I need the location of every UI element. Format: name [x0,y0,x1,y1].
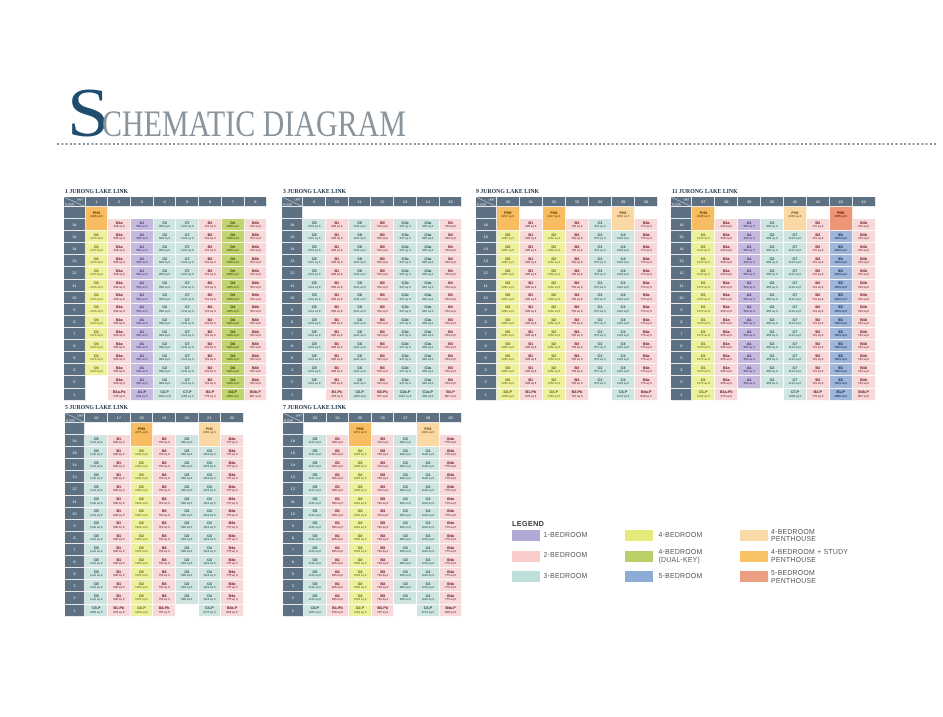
svg-text:UNIT: UNIT [295,197,301,201]
svg-text:FLOOR: FLOOR [284,418,293,422]
svg-text:FLOOR: FLOOR [672,202,681,206]
svg-text:FLOOR: FLOOR [65,202,74,206]
svg-text:UNIT: UNIT [77,414,83,417]
svg-text:UNIT: UNIT [295,413,302,417]
svg-text:FLOOR: FLOOR [65,419,74,422]
svg-text:FLOOR: FLOOR [477,202,486,206]
svg-text:UNIT: UNIT [684,197,690,201]
svg-text:UNIT: UNIT [77,197,84,201]
svg-text:FLOOR: FLOOR [283,202,292,206]
svg-text:UNIT: UNIT [488,197,494,201]
